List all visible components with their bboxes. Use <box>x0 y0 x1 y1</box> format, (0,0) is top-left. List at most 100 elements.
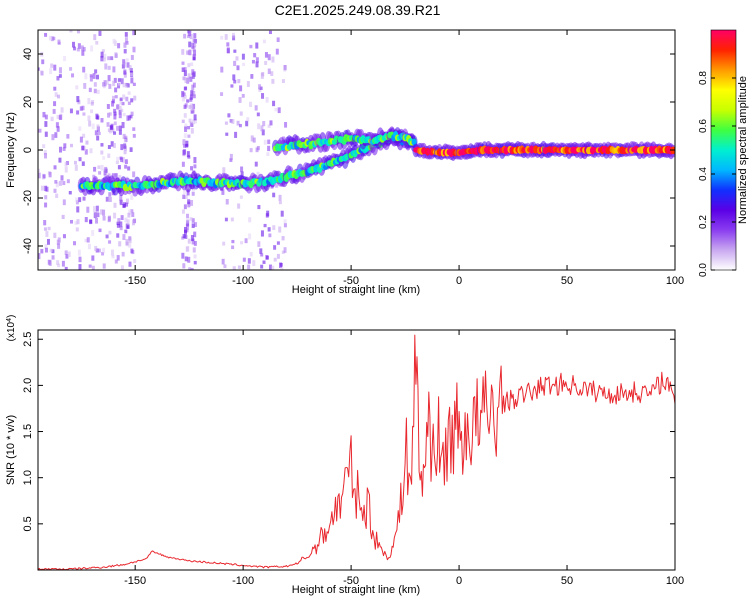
heatmap-cell <box>108 192 112 197</box>
heatmap-cell <box>42 174 46 179</box>
heatmap-cell <box>122 94 126 100</box>
heatmap-cell <box>84 238 88 243</box>
heatmap-cell <box>189 33 193 40</box>
heatmap-cell <box>69 67 73 71</box>
heatmap-cell <box>247 258 251 264</box>
colorbar-tick-label: 0.6 <box>698 119 709 133</box>
heatmap-cell <box>114 52 118 58</box>
heatmap-cell <box>192 54 196 59</box>
heatmap-cell <box>278 200 282 205</box>
heatmap-cell <box>100 51 104 58</box>
heatmap-cell <box>184 256 188 262</box>
heatmap-cell <box>74 164 78 171</box>
heatmap-cell <box>224 34 228 40</box>
y-tick-label: -40 <box>22 238 34 254</box>
heatmap-cell <box>53 188 57 193</box>
heatmap-cell <box>116 156 120 163</box>
heatmap-cell <box>109 125 113 131</box>
heatmap-cell <box>193 164 197 169</box>
heatmap-cell <box>53 64 57 71</box>
heatmap-cell <box>225 198 229 205</box>
heatmap-cell <box>44 247 48 253</box>
heatmap-cell <box>191 218 195 223</box>
heatmap-cell <box>107 65 111 70</box>
heatmap-cell <box>98 228 102 233</box>
heatmap-cell <box>271 78 275 84</box>
heatmap-cell <box>117 81 121 86</box>
heatmap-cell <box>279 262 283 269</box>
heatmap-cell <box>240 241 244 245</box>
heatmap-cell <box>43 152 47 159</box>
heatmap-cell <box>281 236 285 241</box>
heatmap-cell <box>187 125 191 130</box>
heatmap-cell <box>87 115 91 121</box>
heatmap-cell <box>182 194 186 200</box>
colorbar-label: Normalized spectral amplitude <box>737 76 749 224</box>
colorbar-tick-label: 0.2 <box>698 215 709 229</box>
heatmap-cell <box>193 39 197 43</box>
heatmap-cell <box>103 53 107 60</box>
heatmap-cell <box>44 121 48 127</box>
heatmap-cell <box>283 219 287 224</box>
heatmap-cell <box>283 223 287 228</box>
heatmap-cell <box>38 253 41 260</box>
heatmap-cell <box>193 260 197 265</box>
heatmap-cell <box>123 70 127 75</box>
heatmap-cell <box>93 166 97 172</box>
heatmap-cell <box>84 73 88 80</box>
heatmap-cell <box>189 97 193 102</box>
heatmap-cell <box>117 165 121 170</box>
heatmap-cell <box>249 148 253 153</box>
heatmap-cell <box>106 104 110 109</box>
heatmap-cell <box>249 101 253 108</box>
heatmap-cell <box>255 61 259 68</box>
heatmap-cell <box>82 66 86 73</box>
heatmap-cell <box>66 134 70 139</box>
heatmap-cell <box>271 265 275 270</box>
heatmap-cell <box>114 173 118 178</box>
heatmap-cell <box>186 50 190 55</box>
heatmap-cell <box>183 144 187 148</box>
heatmap-cell <box>50 63 54 68</box>
heatmap-cell <box>182 263 186 269</box>
heatmap-cell <box>58 115 62 120</box>
heatmap-cell <box>188 30 192 37</box>
heatmap-cell <box>62 147 66 151</box>
heatmap-cell <box>125 58 129 62</box>
heatmap-cell <box>61 214 65 220</box>
heatmap-cell <box>60 107 64 113</box>
heatmap-cell <box>96 115 100 120</box>
heatmap-cell <box>272 192 276 198</box>
heatmap-cell <box>121 251 125 257</box>
heatmap-cell <box>184 195 188 199</box>
heatmap-cell <box>101 49 105 53</box>
heatmap-cell <box>117 218 121 224</box>
snr-line <box>38 334 675 570</box>
heatmap-cell <box>188 49 192 56</box>
heatmap-cell <box>237 79 241 84</box>
heatmap-cell <box>190 128 194 134</box>
heatmap-cell <box>113 131 117 135</box>
heatmap-cell <box>132 127 136 131</box>
x-tick-label: -100 <box>232 275 254 287</box>
heatmap-cell <box>38 168 41 173</box>
heatmap-cell <box>250 135 254 142</box>
heatmap-cell <box>260 264 264 269</box>
heatmap-cell <box>120 78 124 85</box>
heatmap-cell <box>233 79 237 84</box>
heatmap-cell <box>129 147 133 152</box>
heatmap-cell <box>55 122 59 128</box>
heatmap-cell <box>275 183 279 188</box>
heatmap-cell <box>132 30 136 36</box>
heatmap-cell <box>247 264 251 270</box>
heatmap-cell <box>111 173 115 179</box>
heatmap-cell <box>231 245 235 250</box>
heatmap-cell <box>78 256 82 263</box>
heatmap-cell <box>131 212 135 217</box>
heatmap-cell <box>124 159 128 164</box>
heatmap-cell <box>192 82 196 88</box>
heatmap-cell <box>238 123 242 128</box>
heatmap-cell <box>183 86 187 91</box>
heatmap-cell <box>119 226 123 231</box>
